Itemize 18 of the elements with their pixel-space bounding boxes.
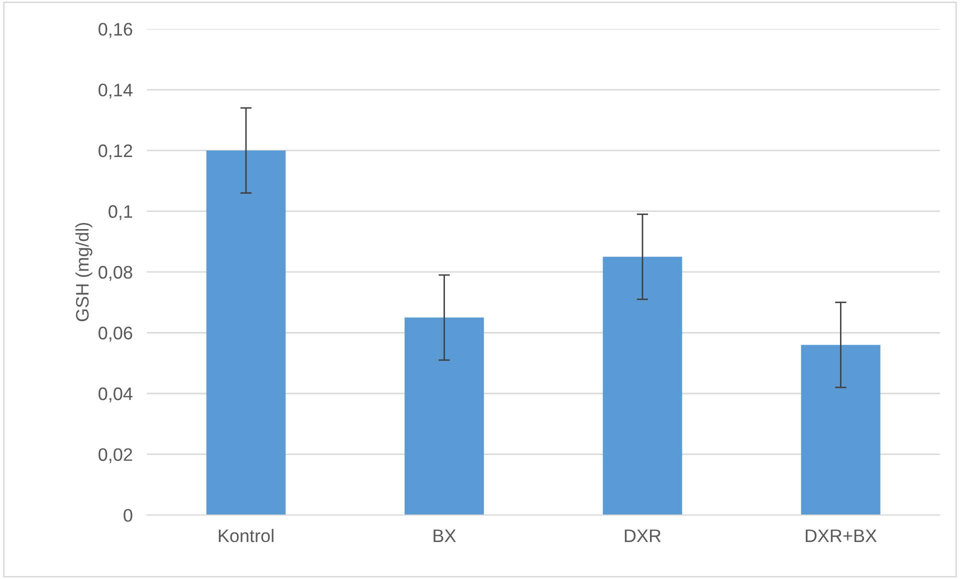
- y-tick-label: 0,12: [98, 144, 132, 160]
- x-tick-label: DXR+BX: [806, 530, 877, 542]
- x-tick-label: BX: [434, 530, 456, 542]
- y-tick-label: 0,04: [98, 387, 132, 402]
- y-axis-title: GSH (mg/dl): [75, 222, 92, 322]
- bar: [206, 150, 286, 516]
- y-tick-label: 0,1: [108, 205, 132, 220]
- bar: [602, 256, 682, 516]
- y-tick-label: 0,02: [98, 448, 132, 464]
- y-tick-label: 0,16: [98, 22, 132, 38]
- y-tick-label: 0,08: [98, 266, 132, 281]
- x-tick-label: DXR: [624, 530, 661, 542]
- bar: [404, 318, 484, 516]
- bar: [801, 344, 880, 516]
- y-tick-label: 0,06: [98, 326, 132, 342]
- y-tick-label: 0,14: [98, 84, 132, 99]
- y-tick-label: 0: [124, 508, 132, 522]
- x-tick-label: Kontrol: [218, 528, 274, 542]
